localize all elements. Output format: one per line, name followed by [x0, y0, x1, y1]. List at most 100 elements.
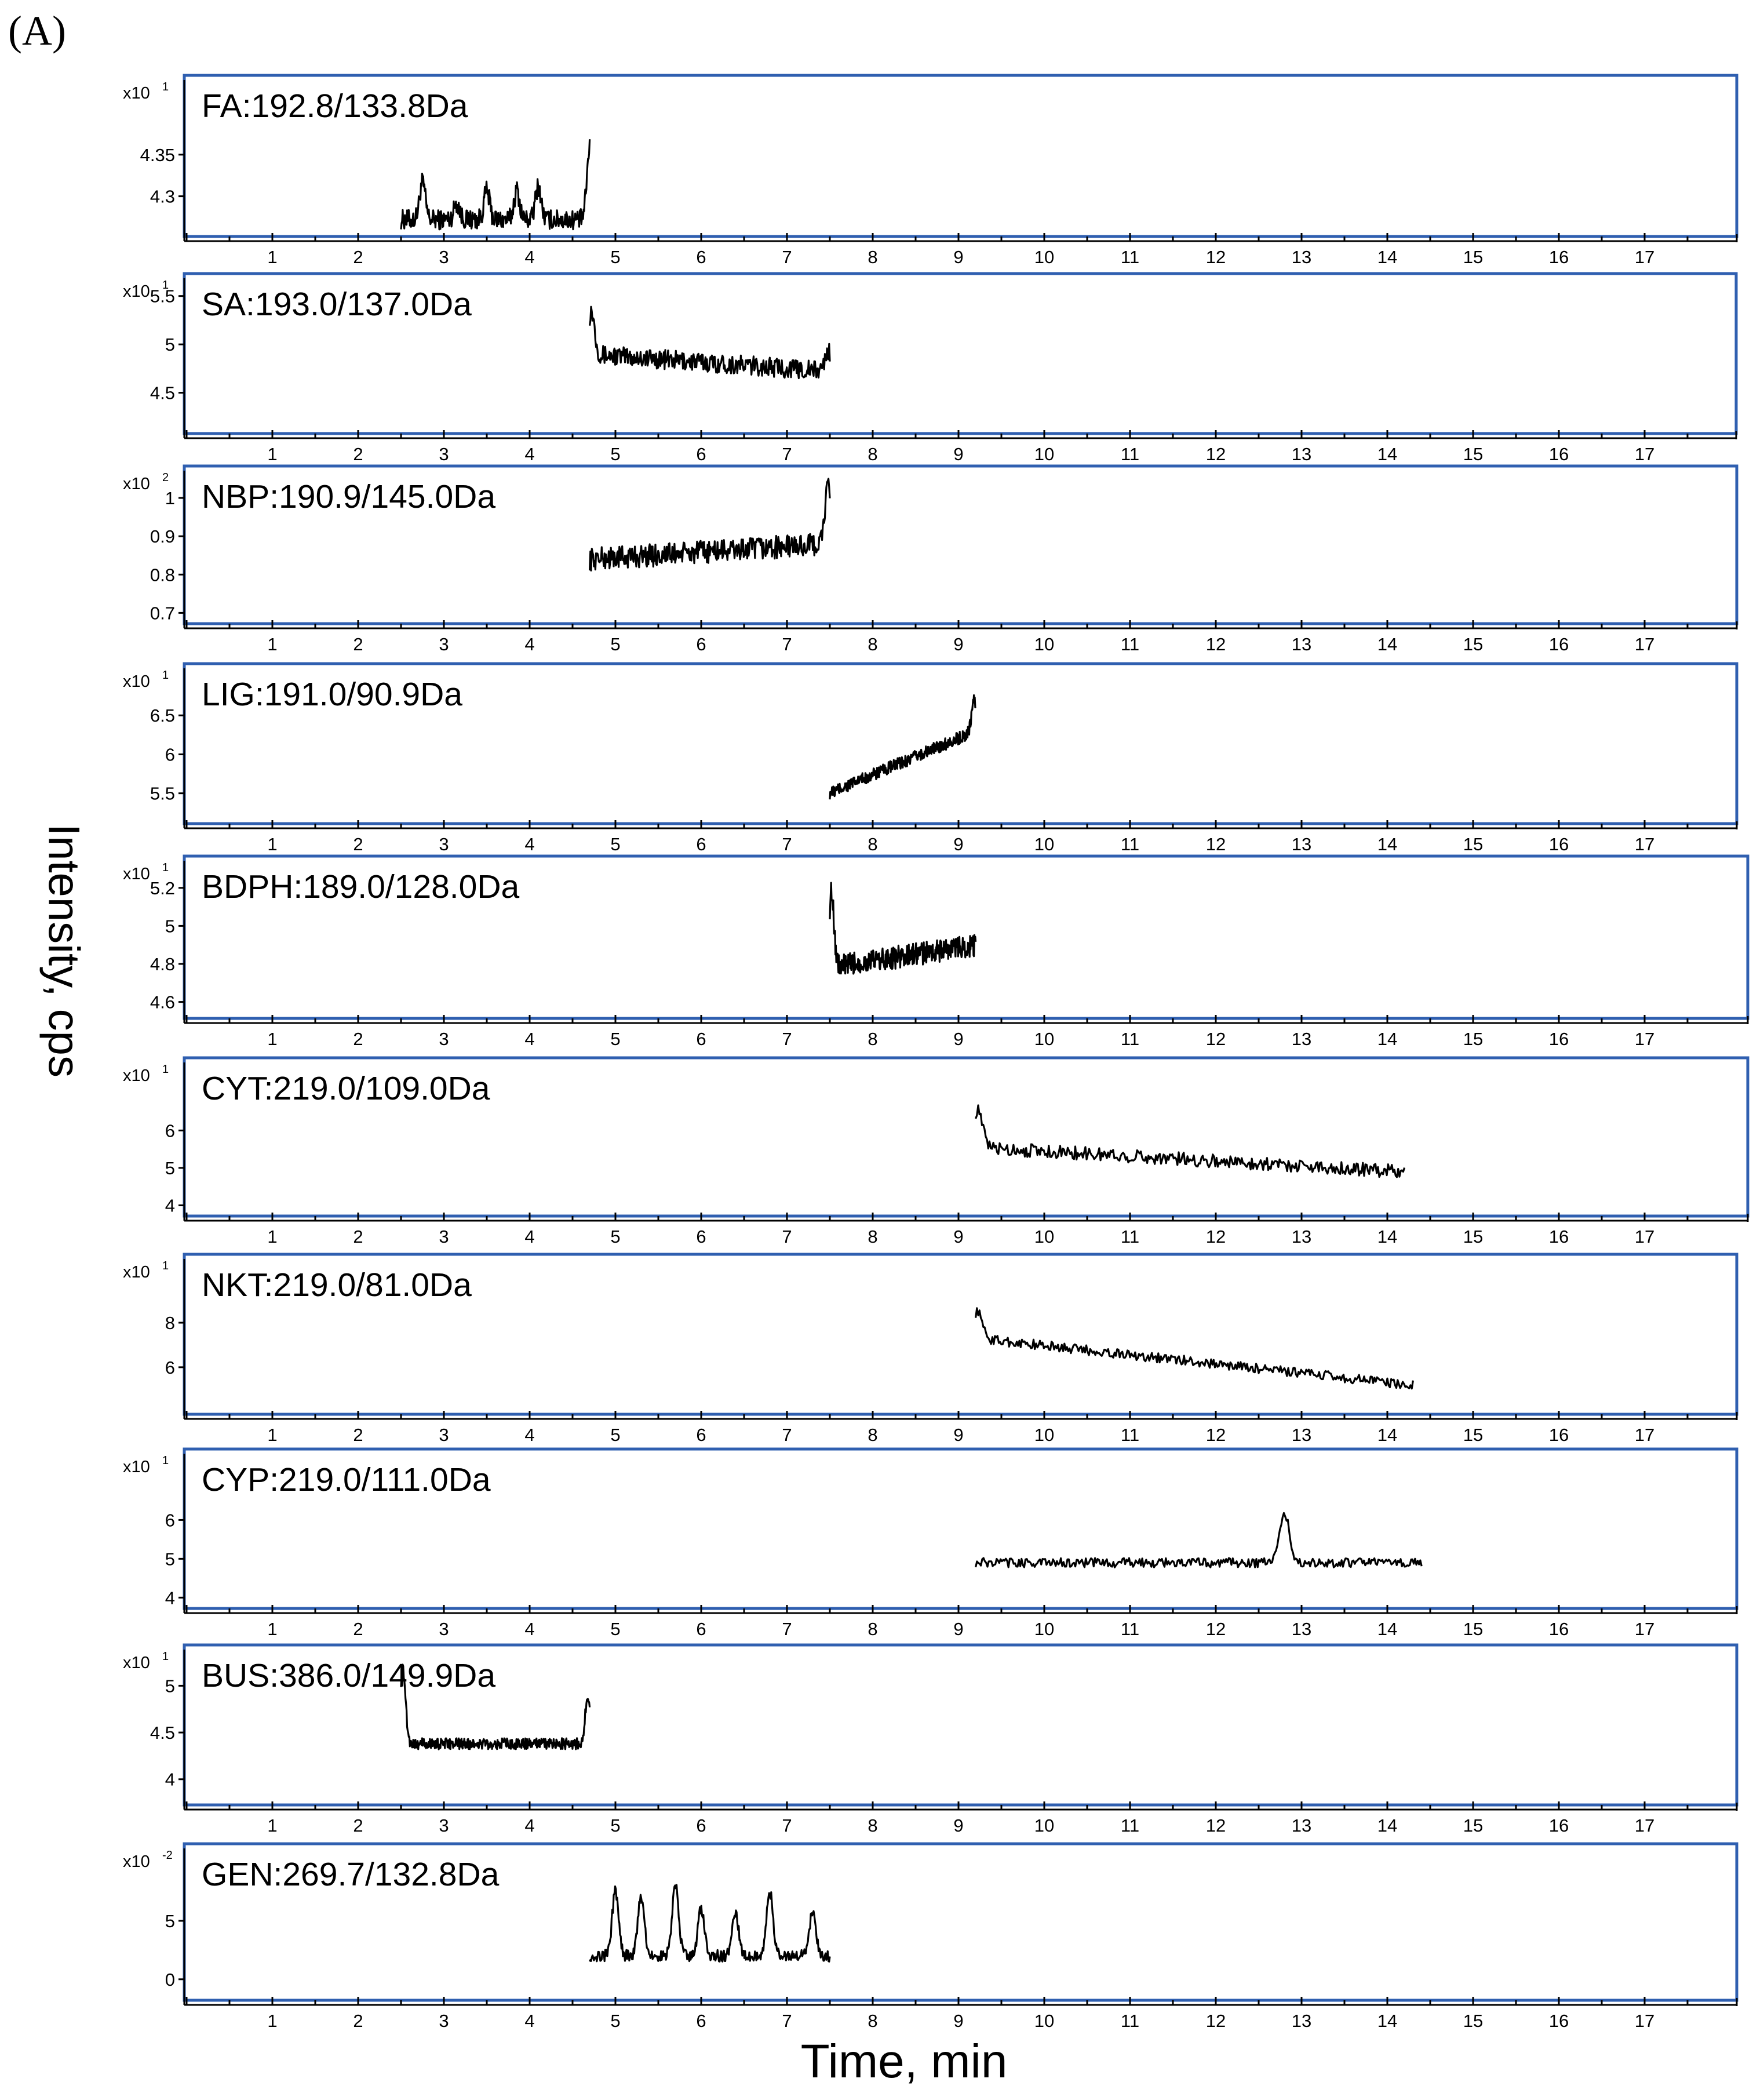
x-tick-label: 6 [696, 1029, 706, 1049]
panel-title: GEN:269.7/132.8Da [202, 1856, 500, 1893]
panel-title: FA:192.8/133.8Da [202, 88, 468, 125]
x-tick-label: 14 [1377, 1226, 1397, 1247]
panel-title: SA:193.0/137.0Da [202, 286, 472, 323]
x-tick-label: 7 [782, 1226, 792, 1247]
x-tick-label: 14 [1377, 1619, 1397, 1639]
y-tick-label: 5 [165, 1676, 175, 1696]
x-tick-label: 3 [439, 444, 449, 464]
x-tick-label: 1 [267, 834, 277, 854]
y-scale-label: x10 [123, 282, 150, 301]
x-tick-label: 16 [1549, 247, 1569, 267]
x-tick-label: 4 [524, 1425, 534, 1445]
x-tick-label: 17 [1635, 1029, 1654, 1049]
x-tick-label: 15 [1463, 1425, 1483, 1445]
x-tick-label: 10 [1034, 834, 1054, 854]
x-tick-label: 11 [1121, 1029, 1139, 1049]
y-scale-label: x10 [123, 1458, 150, 1476]
x-tick-label: 10 [1034, 1815, 1054, 1836]
x-tick-label: 6 [696, 247, 706, 267]
x-tick-label: 12 [1206, 1425, 1226, 1445]
x-tick-label: 9 [953, 2011, 963, 2031]
x-tick-label: 4 [524, 1029, 534, 1049]
x-tick-label: 1 [267, 2011, 277, 2031]
y-tick-label: 4.5 [150, 1723, 175, 1743]
x-tick-label: 8 [868, 834, 877, 854]
x-tick-label: 8 [868, 634, 877, 654]
x-tick-label: 10 [1034, 1029, 1054, 1049]
x-tick-label: 10 [1034, 1425, 1054, 1445]
y-tick-label: 5.5 [150, 784, 175, 804]
x-tick-label: 10 [1034, 2011, 1054, 2031]
y-scale-exponent: 2 [162, 471, 169, 484]
x-tick-label: 12 [1206, 634, 1226, 654]
x-tick-label: 1 [267, 444, 277, 464]
x-tick-label: 7 [782, 634, 792, 654]
x-tick-label: 16 [1549, 444, 1569, 464]
x-tick-label: 9 [953, 1425, 963, 1445]
x-tick-label: 10 [1034, 1619, 1054, 1639]
x-tick-label: 11 [1121, 1425, 1139, 1445]
panel-title: LIG:191.0/90.9Da [202, 676, 462, 713]
x-tick-label: 14 [1377, 634, 1397, 654]
y-scale-exponent: 1 [162, 1260, 169, 1272]
x-tick-label: 6 [696, 1619, 706, 1639]
x-tick-label: 8 [868, 1619, 877, 1639]
y-scale-exponent: 1 [162, 669, 169, 682]
x-tick-label: 4 [524, 2011, 534, 2031]
y-tick-label: 5 [165, 1549, 175, 1569]
x-tick-label: 3 [439, 1226, 449, 1247]
panel-title: NKT:219.0/81.0Da [202, 1266, 472, 1304]
chromatogram-trace [400, 139, 591, 231]
y-scale-label: x10 [123, 1066, 150, 1085]
y-tick-label: 4 [165, 1770, 175, 1790]
y-tick-label: 6 [165, 1357, 175, 1378]
x-tick-label: 5 [610, 1619, 620, 1639]
x-tick-label: 2 [353, 834, 363, 854]
y-scale-exponent: 1 [162, 1650, 169, 1663]
y-tick-label: 8 [165, 1313, 175, 1333]
x-tick-label: 17 [1635, 1425, 1654, 1445]
x-tick-label: 12 [1206, 834, 1226, 854]
x-tick-label: 11 [1121, 634, 1139, 654]
x-tick-label: 3 [439, 1425, 449, 1445]
chromatogram-trace [975, 1307, 1414, 1390]
y-tick-label: 4.35 [140, 145, 175, 165]
y-scale-exponent: 1 [162, 279, 169, 292]
x-tick-label: 5 [610, 1226, 620, 1247]
x-tick-label: 12 [1206, 1029, 1226, 1049]
x-tick-label: 15 [1463, 444, 1483, 464]
x-tick-label: 9 [953, 1029, 963, 1049]
chromatogram-trace [589, 478, 831, 572]
x-tick-label: 4 [524, 834, 534, 854]
x-tick-label: 3 [439, 1029, 449, 1049]
x-tick-label: 11 [1121, 1619, 1139, 1639]
y-tick-label: 4.5 [150, 383, 175, 403]
y-tick-label: 6 [165, 1120, 175, 1141]
x-tick-label: 2 [353, 1029, 363, 1049]
x-tick-label: 17 [1635, 634, 1654, 654]
y-scale-exponent: 1 [162, 861, 169, 874]
x-tick-label: 14 [1377, 834, 1397, 854]
x-tick-label: 10 [1034, 444, 1054, 464]
x-tick-label: 4 [524, 247, 534, 267]
x-tick-label: 15 [1463, 1029, 1483, 1049]
x-tick-label: 1 [267, 1815, 277, 1836]
y-tick-label: 5 [165, 1158, 175, 1178]
x-tick-label: 11 [1121, 1815, 1139, 1836]
y-tick-label: 6.5 [150, 705, 175, 726]
x-tick-label: 13 [1292, 1425, 1311, 1445]
x-tick-label: 3 [439, 834, 449, 854]
x-tick-label: 8 [868, 247, 877, 267]
x-tick-label: 8 [868, 1226, 877, 1247]
x-tick-label: 4 [524, 444, 534, 464]
panel-label: (A) [8, 8, 66, 54]
panel-title: BDPH:189.0/128.0Da [202, 868, 519, 905]
x-axis-label: Time, min [800, 2035, 1008, 2088]
x-tick-label: 6 [696, 2011, 706, 2031]
x-tick-label: 17 [1635, 1226, 1654, 1247]
